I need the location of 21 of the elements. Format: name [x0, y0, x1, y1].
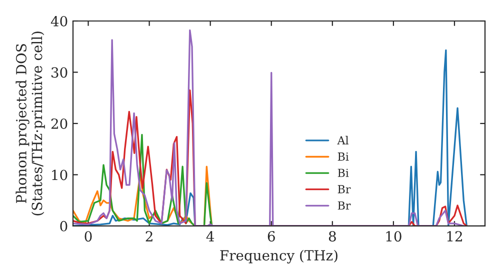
x-tick-label: 4 [206, 231, 214, 242]
legend-label: Br [338, 201, 351, 210]
legend-label: Al [337, 136, 349, 144]
line-series [73, 166, 213, 226]
y-tick-label: 20 [51, 118, 68, 129]
legend-label: Bi [338, 152, 349, 161]
legend-label: Bi [338, 168, 349, 177]
x-tick-label: 10 [386, 231, 402, 242]
y-tick-label: 40 [50, 16, 68, 26]
x-tick-label: 6 [268, 231, 275, 242]
y-tick-label: 0 [60, 220, 68, 232]
x-axis-title: Frequency (THz) [220, 250, 338, 264]
legend-label: Br [338, 185, 351, 194]
x-tick-label: 12 [447, 231, 462, 242]
y-tick-label: 30 [52, 67, 68, 78]
x-tick-label: 0 [84, 231, 92, 242]
y-axis-title: Phonon projected DOS (States/THz·primitive cell) [16, 32, 45, 216]
y-tick-label: 10 [52, 170, 68, 180]
x-tick-label: 8 [328, 231, 336, 242]
x-tick-label: 2 [146, 231, 152, 242]
line-series [73, 134, 213, 226]
